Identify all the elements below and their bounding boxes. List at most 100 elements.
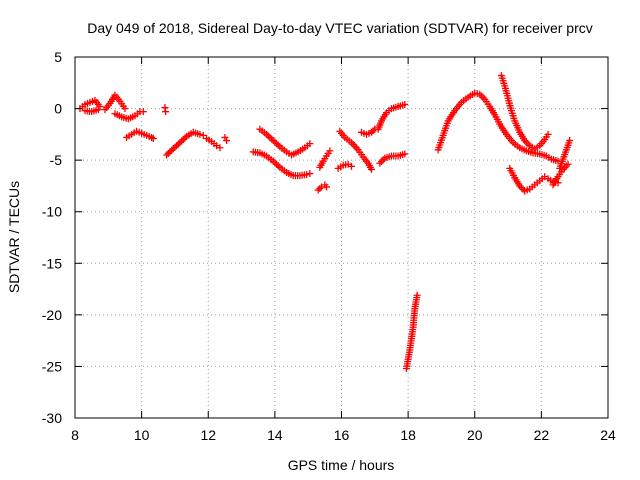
data-point bbox=[176, 139, 184, 147]
series-segment-a bbox=[101, 91, 129, 114]
data-point bbox=[316, 185, 324, 193]
data-point bbox=[169, 145, 177, 153]
x-tick-label: 20 bbox=[467, 427, 483, 443]
series-segment-q bbox=[497, 72, 552, 153]
data-point bbox=[314, 186, 322, 194]
x-tick-label: 8 bbox=[71, 427, 79, 443]
series-segment-b bbox=[111, 108, 147, 123]
y-tick-label: 0 bbox=[54, 101, 62, 117]
data-point bbox=[367, 128, 375, 136]
series-segment-c bbox=[123, 127, 157, 142]
grid bbox=[75, 57, 608, 418]
series-isolated-2 bbox=[221, 133, 231, 145]
series-segment-t bbox=[556, 137, 574, 172]
data-point bbox=[263, 130, 271, 138]
data-point bbox=[178, 137, 186, 145]
data-point bbox=[274, 141, 282, 149]
data-point bbox=[216, 144, 224, 152]
data-point bbox=[149, 134, 157, 142]
data-point bbox=[199, 131, 207, 139]
y-axis-label: SDTVAR / TECUs bbox=[6, 181, 22, 293]
series-segment-e bbox=[203, 134, 224, 152]
data-point bbox=[163, 151, 171, 159]
data-point bbox=[223, 137, 231, 145]
data-series bbox=[76, 72, 574, 372]
data-point bbox=[413, 291, 421, 299]
data-point bbox=[273, 140, 281, 148]
data-point bbox=[326, 147, 334, 155]
data-point bbox=[196, 130, 204, 138]
data-point bbox=[271, 138, 279, 146]
series-segment-n bbox=[374, 100, 409, 133]
data-point bbox=[221, 133, 229, 141]
series-segment-l bbox=[357, 125, 379, 138]
data-point bbox=[139, 108, 147, 116]
data-point bbox=[401, 150, 409, 158]
data-point bbox=[268, 135, 276, 143]
series-segment-j bbox=[334, 160, 355, 172]
x-tick-label: 24 bbox=[600, 427, 616, 443]
y-tick-label: -15 bbox=[42, 255, 62, 271]
data-point bbox=[162, 108, 170, 116]
series-segment-d bbox=[163, 128, 207, 159]
data-point bbox=[174, 140, 182, 148]
data-point bbox=[369, 127, 377, 135]
data-point bbox=[179, 136, 187, 144]
series-segment-g bbox=[256, 125, 314, 159]
data-point bbox=[566, 137, 574, 145]
data-point bbox=[181, 134, 189, 142]
x-tick-label: 16 bbox=[334, 427, 350, 443]
data-point bbox=[269, 137, 277, 145]
data-point bbox=[367, 165, 375, 173]
axis-ticks: 8 10 12 14 16 18 20 22 24 5 0 -5 -10 -15 -20 -25 -30 bbox=[42, 49, 616, 443]
data-point bbox=[303, 171, 311, 179]
series-segment-i bbox=[316, 147, 334, 171]
data-point bbox=[271, 159, 279, 167]
data-point bbox=[168, 146, 176, 154]
data-point bbox=[323, 183, 331, 191]
x-tick-label: 22 bbox=[534, 427, 550, 443]
series-segment-f bbox=[249, 148, 314, 180]
y-tick-label: -10 bbox=[42, 204, 62, 220]
data-point bbox=[171, 143, 179, 151]
data-point bbox=[347, 162, 355, 170]
x-tick-label: 10 bbox=[134, 427, 150, 443]
data-point bbox=[306, 170, 314, 178]
data-point bbox=[306, 140, 314, 148]
y-tick-label: -25 bbox=[42, 358, 62, 374]
series-isolated-1 bbox=[161, 104, 170, 116]
data-point bbox=[269, 157, 277, 165]
data-point bbox=[94, 106, 102, 114]
data-point bbox=[173, 142, 181, 150]
data-point bbox=[401, 100, 409, 108]
y-tick-label: -5 bbox=[50, 152, 63, 168]
series-cluster-early-low bbox=[81, 106, 102, 116]
data-point bbox=[96, 103, 104, 111]
series-segment-h bbox=[314, 181, 331, 194]
data-point bbox=[164, 149, 172, 157]
data-point bbox=[266, 133, 274, 141]
y-tick-label: -20 bbox=[42, 307, 62, 323]
series-segment-s bbox=[549, 160, 572, 189]
x-tick-label: 12 bbox=[200, 427, 216, 443]
data-point bbox=[544, 130, 552, 138]
data-point bbox=[274, 162, 282, 170]
data-point bbox=[564, 160, 572, 168]
x-axis-label: GPS time / hours bbox=[288, 457, 395, 473]
y-tick-label: -30 bbox=[42, 410, 62, 426]
series-segment-k bbox=[336, 127, 375, 173]
data-point bbox=[166, 148, 174, 156]
data-point bbox=[121, 105, 129, 113]
x-tick-label: 14 bbox=[267, 427, 283, 443]
series-segment-o bbox=[402, 291, 421, 372]
chart-title: Day 049 of 2018, Sidereal Day-to-day VTE… bbox=[87, 20, 593, 36]
x-tick-label: 18 bbox=[400, 427, 416, 443]
data-point bbox=[148, 133, 156, 141]
data-point bbox=[264, 132, 272, 140]
y-tick-label: 5 bbox=[54, 49, 62, 65]
data-point bbox=[273, 160, 281, 168]
series-segment-m bbox=[376, 150, 409, 167]
series-segment-p bbox=[434, 89, 562, 165]
